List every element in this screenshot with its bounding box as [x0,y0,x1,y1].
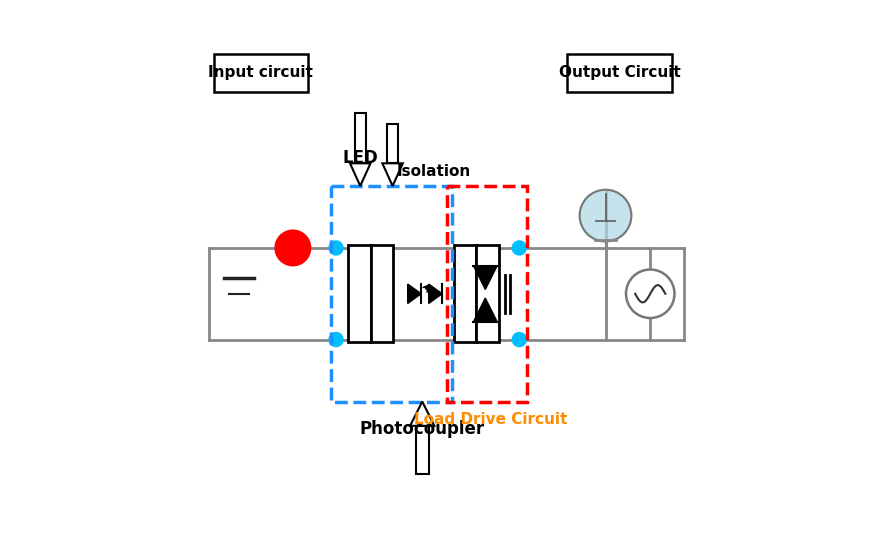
Text: LED: LED [342,149,378,167]
Bar [330,186,452,402]
Circle shape [329,241,343,255]
Polygon shape [410,402,434,426]
Text: Load Drive Circuit: Load Drive Circuit [414,412,567,427]
Polygon shape [473,298,497,322]
Polygon shape [350,163,371,186]
Text: Output Circuit: Output Circuit [559,65,680,80]
FancyBboxPatch shape [213,54,308,92]
Bar [454,245,476,342]
Bar [355,113,365,163]
Polygon shape [473,266,497,289]
Bar [371,245,393,342]
Text: Photocoupler: Photocoupler [360,420,485,438]
Circle shape [275,230,311,266]
Bar [415,426,429,474]
Circle shape [513,333,526,347]
Bar [348,245,371,342]
Text: Input circuit: Input circuit [208,65,313,80]
Polygon shape [408,284,421,303]
Polygon shape [429,284,442,303]
Circle shape [580,190,631,241]
Bar [446,186,528,402]
Circle shape [626,270,674,318]
Polygon shape [382,163,403,186]
Text: Isolation: Isolation [396,164,472,179]
Bar [476,245,499,342]
FancyBboxPatch shape [567,54,672,92]
Bar [388,124,398,163]
Circle shape [329,333,343,347]
Circle shape [513,241,526,255]
